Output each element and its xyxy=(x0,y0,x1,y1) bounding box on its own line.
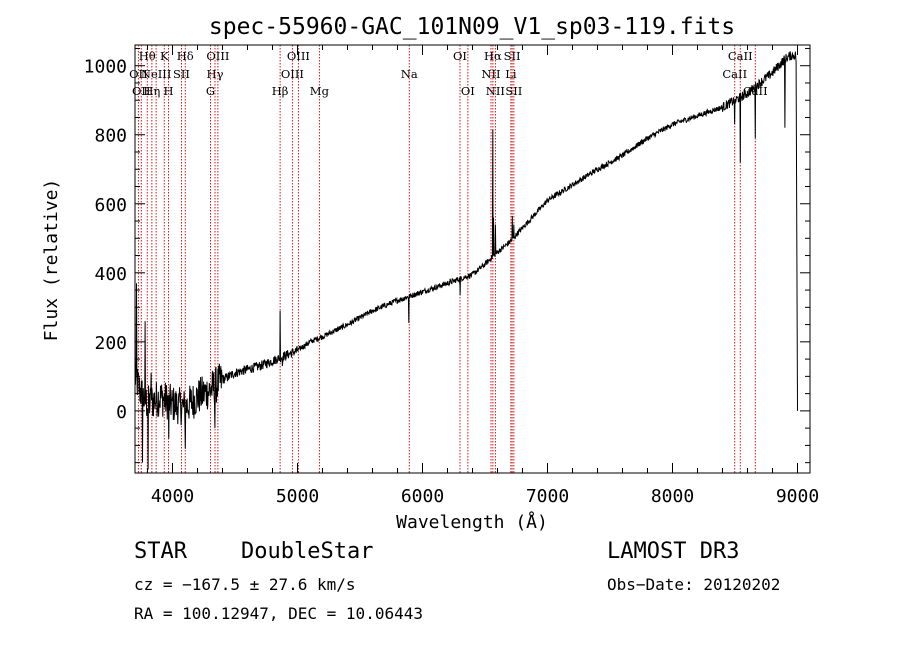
spectral-line-label: OIII xyxy=(206,49,229,63)
spectral-line-label: NII xyxy=(486,84,505,98)
spectral-line-label: CaII xyxy=(722,67,747,81)
observation-date: Obs−Date: 20120202 xyxy=(607,575,780,594)
y-tick-label: 800 xyxy=(94,126,127,147)
survey-name: LAMOST DR3 xyxy=(607,539,739,564)
spectral-line-label: H xyxy=(163,84,173,98)
spectral-line-label: SII xyxy=(504,49,521,63)
spectral-line-label: OI xyxy=(453,49,467,63)
spectral-line-label: OIII xyxy=(281,67,304,81)
object-class: STAR xyxy=(134,539,188,564)
x-tick-label: 5000 xyxy=(276,486,319,507)
spectral-line-label: OIII xyxy=(287,49,310,63)
spectral-line-label: Hθ xyxy=(139,49,156,63)
y-tick-label: 0 xyxy=(116,402,127,423)
spectral-line-label: Hγ xyxy=(207,67,224,81)
spectral-line-markers xyxy=(137,45,756,473)
spectral-line-label: CaII xyxy=(728,49,753,63)
spectral-line-label: Hα xyxy=(484,49,502,63)
spectral-line-label: NII xyxy=(481,67,500,81)
spectral-line-label: Na xyxy=(401,67,418,81)
x-tick-label: 4000 xyxy=(151,486,194,507)
spectral-line-label: Mg xyxy=(310,84,330,98)
spectral-line-label: Hβ xyxy=(272,84,289,98)
spectral-line-label: NeIII xyxy=(141,67,172,81)
x-axis-label: Wavelength (Å) xyxy=(396,511,548,533)
spectral-line-label: SII xyxy=(505,84,522,98)
x-tick-label: 8000 xyxy=(651,486,694,507)
spectral-line-label: OII xyxy=(132,84,151,98)
x-axis: 4000 5000 6000 7000 8000 9000 xyxy=(147,45,819,507)
spectral-line-label: G xyxy=(206,84,215,98)
plot-frame xyxy=(134,44,811,474)
flux-series-line xyxy=(134,51,798,470)
y-tick-label: 1000 xyxy=(84,57,127,78)
x-tick-label: 7000 xyxy=(526,486,569,507)
spectral-line-label: Hδ xyxy=(177,49,194,63)
spectral-line-label: OI xyxy=(461,84,475,98)
x-tick-label: 9000 xyxy=(776,486,819,507)
chart-title: spec-55960-GAC_101N09_V1_sp03-119.fits xyxy=(209,14,735,40)
spectral-line-label: Li xyxy=(505,67,517,81)
redshift-velocity: cz = −167.5 ± 27.6 km/s xyxy=(134,575,356,594)
x-tick-label: 6000 xyxy=(401,486,444,507)
spectral-line-label: K xyxy=(160,49,169,63)
object-subclass: DoubleStar xyxy=(241,539,373,564)
y-axis: 0 200 400 600 800 1000 xyxy=(84,47,810,464)
spectral-line-label: OII xyxy=(129,67,148,81)
y-tick-label: 200 xyxy=(94,333,127,354)
y-tick-label: 600 xyxy=(94,195,127,216)
spectral-line-label: SII xyxy=(173,67,190,81)
ra-dec-coordinates: RA = 100.12947, DEC = 10.06443 xyxy=(134,604,423,623)
y-tick-label: 400 xyxy=(94,264,127,285)
spectral-line-labels: OIIOIIHθHηNeIIIKHSIIHδGHγOIIIHβOIIIOIIIM… xyxy=(129,49,768,98)
spectral-line-label: Hη xyxy=(143,84,160,98)
y-axis-label: Flux (relative) xyxy=(41,179,62,342)
